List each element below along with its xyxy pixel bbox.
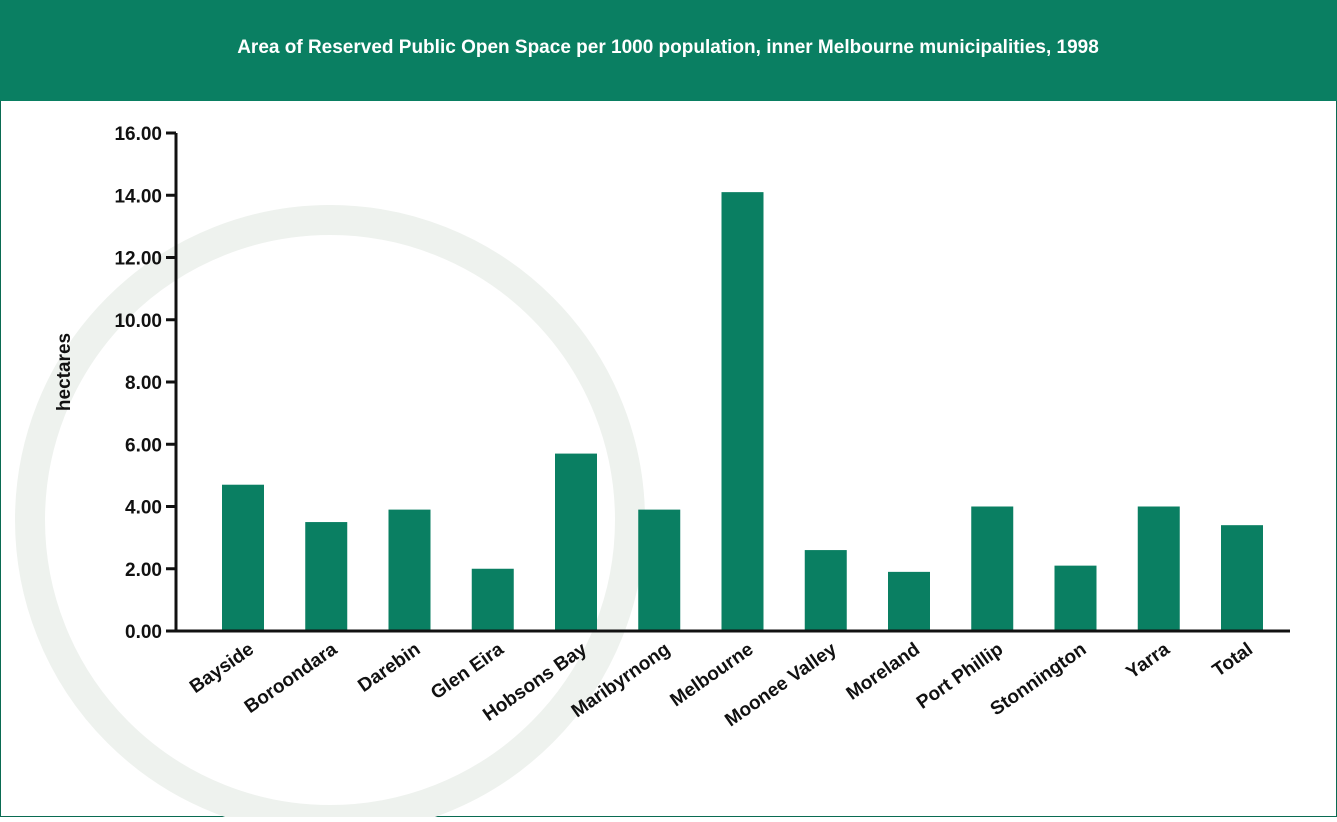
bar: [971, 507, 1013, 632]
y-tick-label: 12.00: [114, 249, 162, 270]
bar: [222, 485, 264, 631]
y-tick-label: 4.00: [125, 498, 162, 519]
bar: [1221, 525, 1263, 631]
bar: [888, 572, 930, 631]
y-tick-label: 6.00: [125, 435, 162, 456]
y-tick-label: 14.00: [114, 186, 162, 207]
bar: [555, 454, 597, 631]
chart: Area of Reserved Public Open Space per 1…: [0, 0, 1337, 817]
y-tick-label: 8.00: [125, 373, 162, 394]
chart-title: Area of Reserved Public Open Space per 1…: [237, 37, 1099, 58]
bar: [638, 510, 680, 631]
y-tick-label: 0.00: [125, 622, 162, 643]
bar: [805, 550, 847, 631]
y-tick-label: 16.00: [114, 124, 162, 145]
bar: [472, 569, 514, 631]
y-tick-label: 2.00: [125, 560, 162, 581]
bar: [722, 192, 764, 631]
page: {"chart_data": {"type": "bar", "title": …: [0, 0, 1337, 822]
bar: [1138, 507, 1180, 632]
bar: [305, 522, 347, 631]
bar: [389, 510, 431, 631]
y-tick-label: 10.00: [114, 311, 162, 332]
bar: [1055, 566, 1097, 631]
y-axis-label: hectares: [54, 333, 75, 411]
